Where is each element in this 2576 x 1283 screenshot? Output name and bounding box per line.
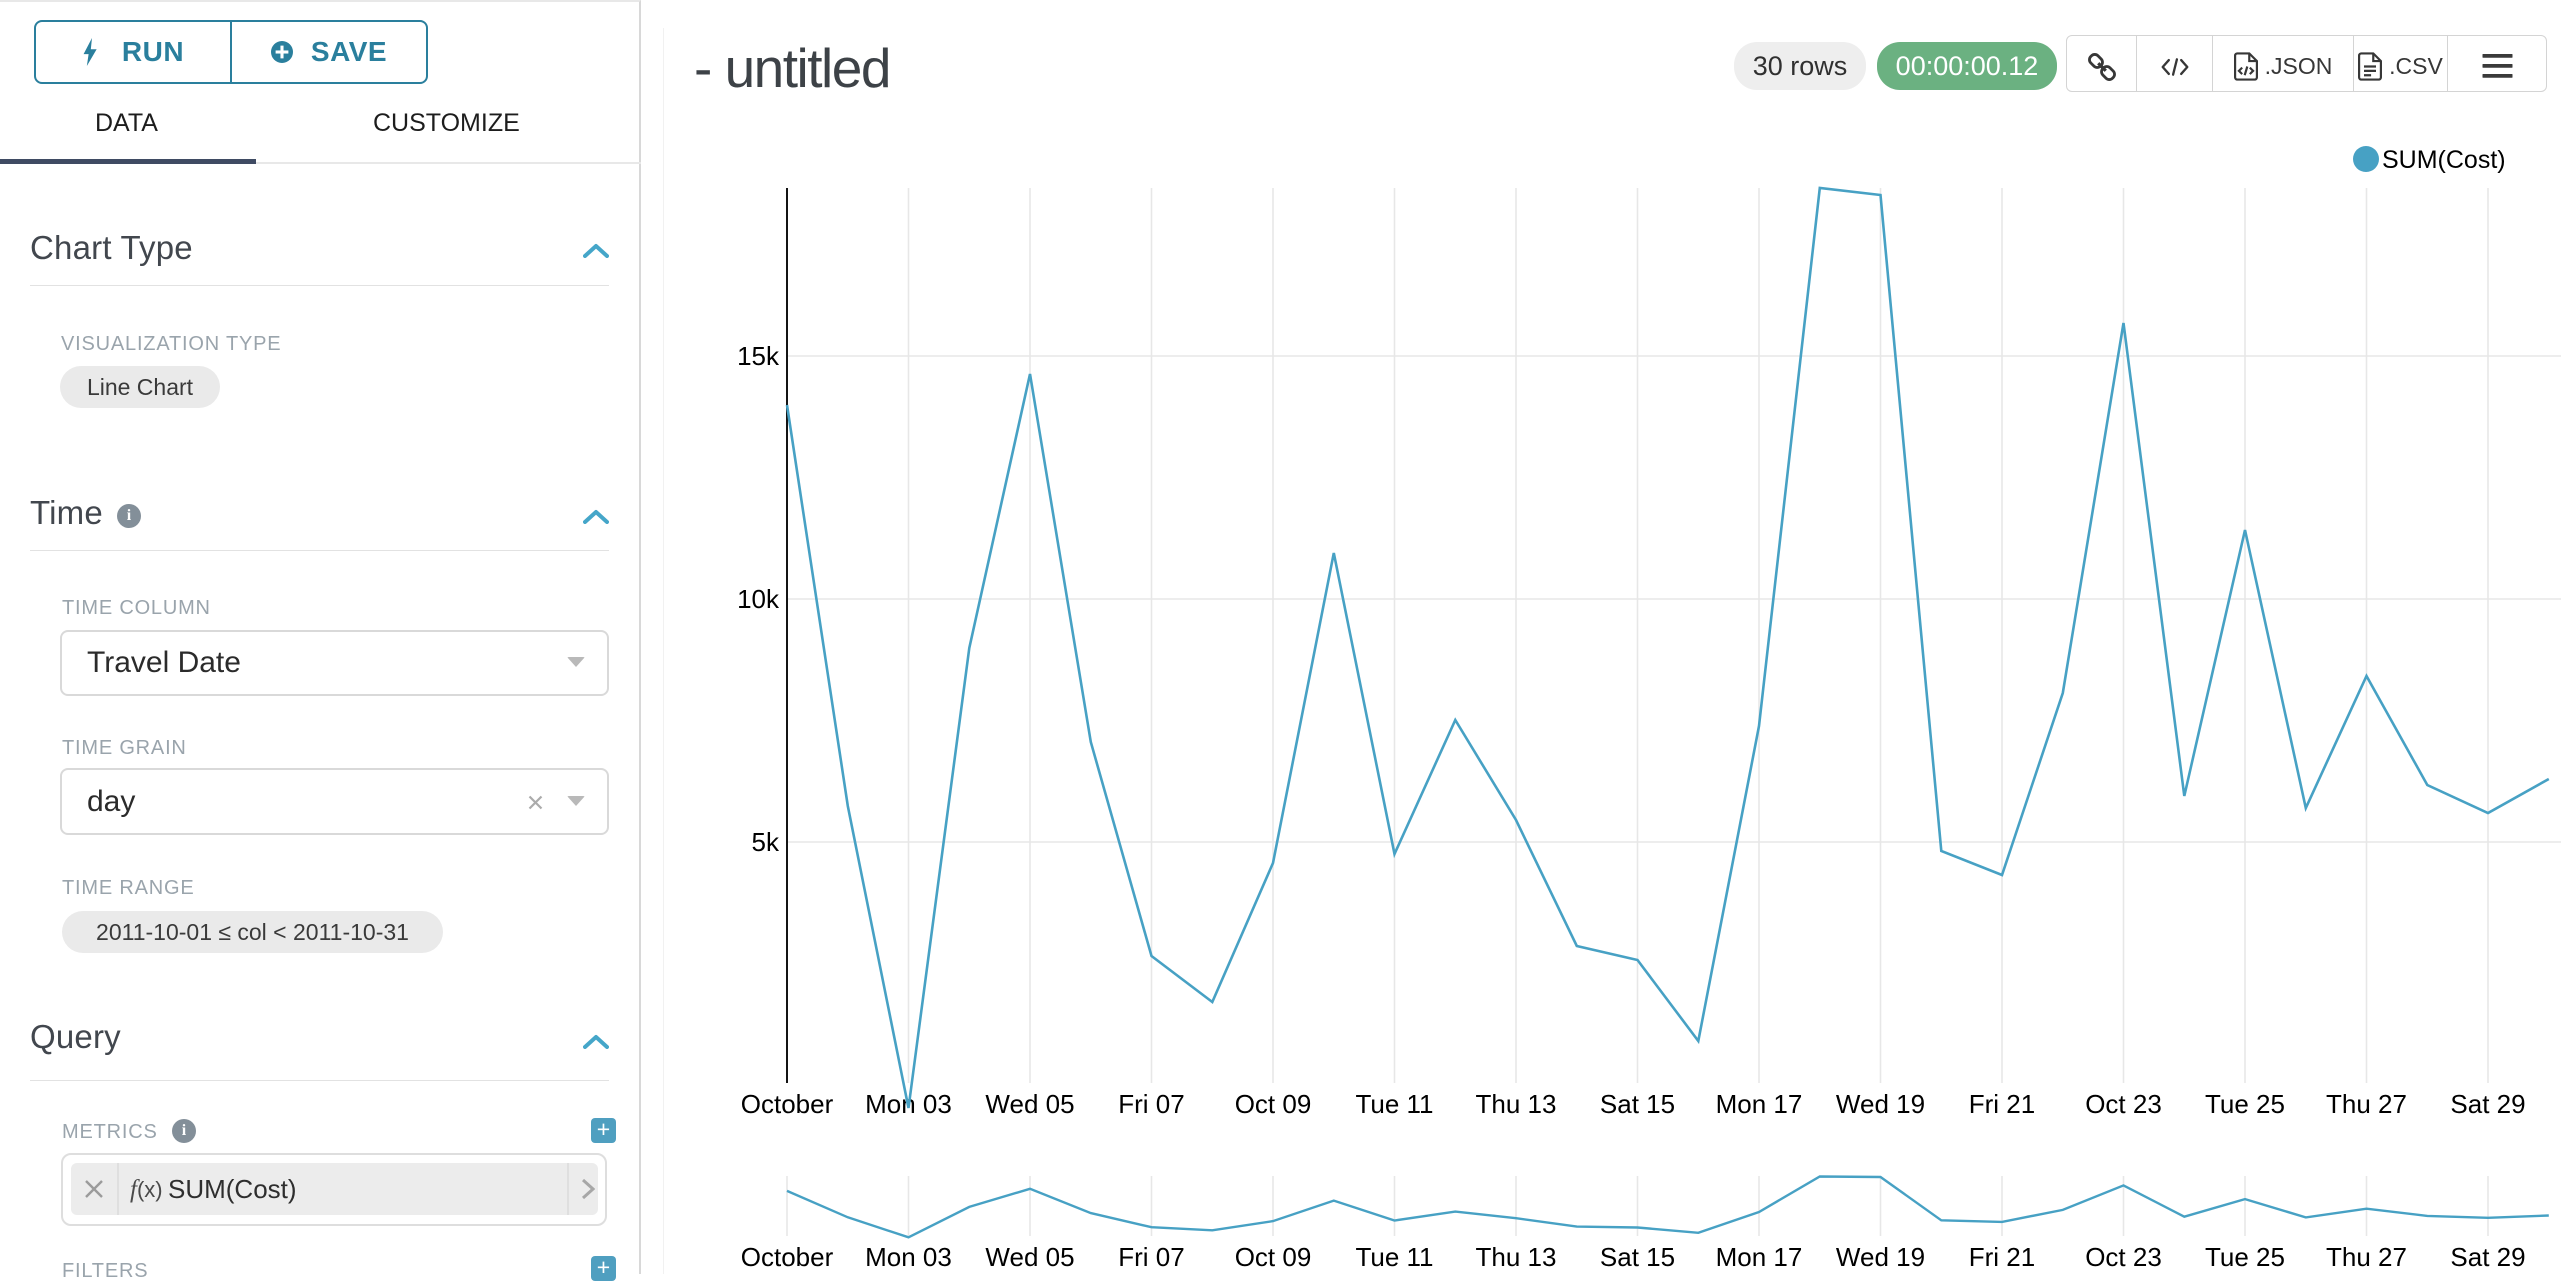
svg-text:Sat 29: Sat 29 [2450,1242,2525,1272]
svg-text:October: October [741,1242,834,1272]
svg-text:Sat 15: Sat 15 [1600,1089,1675,1119]
svg-text:Wed 05: Wed 05 [985,1242,1074,1272]
svg-text:Wed 19: Wed 19 [1836,1089,1925,1119]
svg-text:Tue 25: Tue 25 [2205,1242,2285,1272]
svg-text:Fri 07: Fri 07 [1118,1242,1184,1272]
svg-text:SUM(Cost): SUM(Cost) [2382,146,2506,174]
svg-text:Mon 17: Mon 17 [1716,1242,1803,1272]
svg-text:Thu 27: Thu 27 [2326,1089,2407,1119]
svg-text:Oct 09: Oct 09 [1235,1089,1312,1119]
svg-text:Mon 17: Mon 17 [1716,1089,1803,1119]
svg-text:Thu 13: Thu 13 [1476,1089,1557,1119]
svg-text:Tue 25: Tue 25 [2205,1089,2285,1119]
svg-text:Thu 27: Thu 27 [2326,1242,2407,1272]
svg-text:Mon 03: Mon 03 [865,1242,952,1272]
svg-text:Fri 21: Fri 21 [1969,1242,2035,1272]
svg-text:Wed 19: Wed 19 [1836,1242,1925,1272]
svg-text:Sat 29: Sat 29 [2450,1089,2525,1119]
svg-text:Fri 21: Fri 21 [1969,1089,2035,1119]
svg-text:10k: 10k [737,584,780,614]
svg-text:Sat 15: Sat 15 [1600,1242,1675,1272]
svg-text:Fri 07: Fri 07 [1118,1089,1184,1119]
svg-text:Thu 13: Thu 13 [1476,1242,1557,1272]
svg-text:Oct 23: Oct 23 [2085,1242,2162,1272]
svg-text:5k: 5k [752,827,780,857]
svg-text:October: October [741,1089,834,1119]
svg-text:Tue 11: Tue 11 [1355,1089,1433,1119]
svg-text:15k: 15k [737,341,780,371]
svg-text:Oct 23: Oct 23 [2085,1089,2162,1119]
svg-text:Oct 09: Oct 09 [1235,1242,1312,1272]
svg-text:Tue 11: Tue 11 [1355,1242,1433,1272]
svg-text:Wed 05: Wed 05 [985,1089,1074,1119]
